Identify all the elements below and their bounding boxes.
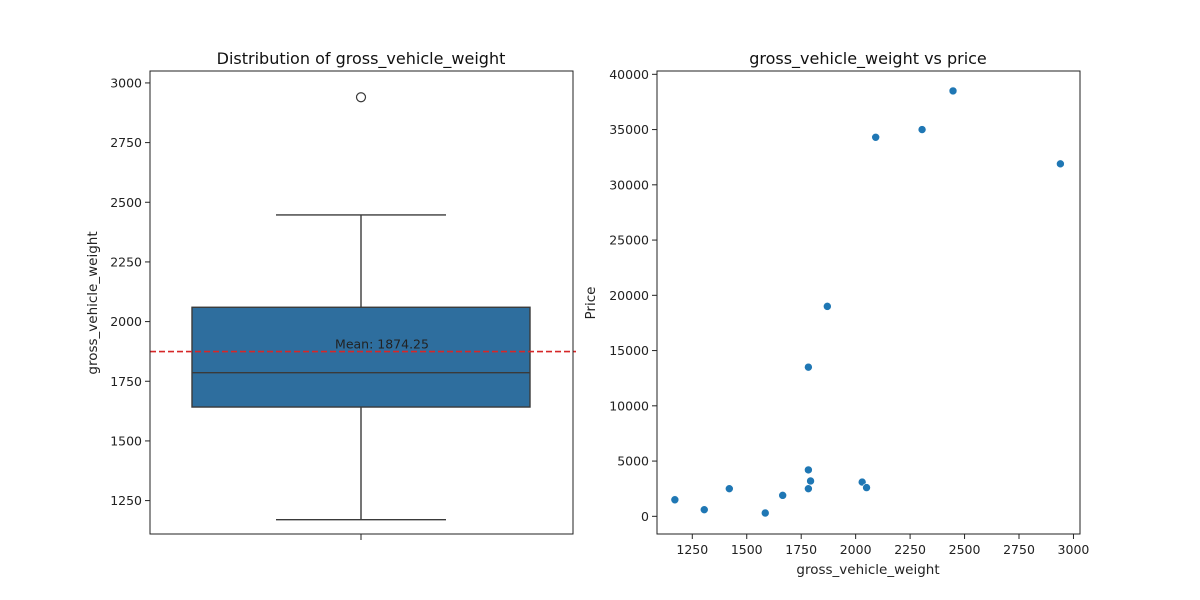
- scatter-y-axis-label: Price: [583, 287, 599, 320]
- scatter-plot-area: 0 5000 10000 15000 20000 25000 30000 35000 40000…: [609, 67, 1089, 557]
- scatter-axes-frame: [656, 70, 1081, 535]
- scatter-point: [778, 491, 787, 500]
- scatter-point: [1056, 159, 1065, 169]
- scatter-point: [804, 484, 813, 493]
- scatter-x-tick-label: 1750: [785, 542, 817, 557]
- scatter-y-tick-label: 30000: [609, 177, 649, 192]
- scatter-y-tick-label: 35000: [609, 122, 649, 137]
- scatter-point: [862, 483, 871, 492]
- boxplot-y-tick-label: 2250: [110, 254, 142, 269]
- scatter-title: gross_vehicle_weight vs price: [749, 49, 987, 69]
- scatter-y-tick-label: 5000: [617, 454, 649, 469]
- scatter-point: [804, 465, 813, 475]
- boxplot-title: Distribution of gross_vehicle_weight: [217, 49, 506, 69]
- scatter-point: [871, 133, 880, 142]
- scatter-y-tick-label: 25000: [609, 233, 649, 248]
- boxplot-y-axis-label: gross_vehicle_weight: [85, 231, 101, 374]
- scatter-x-tick-label: 1250: [676, 542, 708, 557]
- scatter-x-tick-label: 2250: [894, 542, 926, 557]
- scatter-panel: gross_vehicle_weight vs price gross_vehi…: [583, 49, 1089, 578]
- scatter-x-axis-label: gross_vehicle_weight: [796, 562, 939, 578]
- boxplot-y-tick-label: 3000: [110, 75, 142, 90]
- boxplot-plot-area: 1250 1500 1750 2000 2250 2500 2750 3000 Mean: 18…: [110, 75, 576, 521]
- scatter-x-tick-label: 2000: [840, 542, 872, 557]
- boxplot-outlier: [355, 92, 367, 103]
- scatter-y-tick-label: 20000: [609, 288, 649, 303]
- scatter-point: [699, 505, 709, 514]
- scatter-x-tick-label: 1500: [731, 542, 763, 557]
- boxplot-y-tick-label: 1500: [110, 433, 142, 448]
- scatter-x-tick-label: 3000: [1058, 542, 1090, 557]
- scatter-point: [806, 476, 815, 486]
- boxplot-panel: Distribution of gross_vehicle_weight gro…: [85, 49, 576, 540]
- scatter-point: [948, 86, 958, 96]
- scatter-y-tick-label: 40000: [609, 67, 649, 82]
- boxplot-y-tick-label: 2500: [110, 195, 142, 210]
- scatter-point: [760, 508, 770, 518]
- scatter-y-tick-label: 15000: [609, 343, 649, 358]
- boxplot-y-tick-label: 1250: [110, 493, 142, 508]
- scatter-x-tick-label: 2500: [949, 542, 981, 557]
- scatter-y-tick-label: 0: [641, 509, 649, 524]
- scatter-point: [823, 302, 832, 311]
- scatter-point: [804, 362, 813, 372]
- scatter-point: [917, 125, 927, 134]
- scatter-y-tick-label: 10000: [609, 398, 649, 413]
- scatter-point: [725, 484, 734, 493]
- boxplot-box: [191, 306, 531, 408]
- scatter-x-tick-label: 2750: [1003, 542, 1035, 557]
- boxplot-y-tick-label: 1750: [110, 374, 142, 389]
- boxplot-y-tick-label: 2750: [110, 135, 142, 150]
- boxplot-y-tick-label: 2000: [110, 314, 142, 329]
- scatter-point: [670, 495, 680, 505]
- boxplot-mean-label: Mean: 1874.25: [335, 337, 429, 352]
